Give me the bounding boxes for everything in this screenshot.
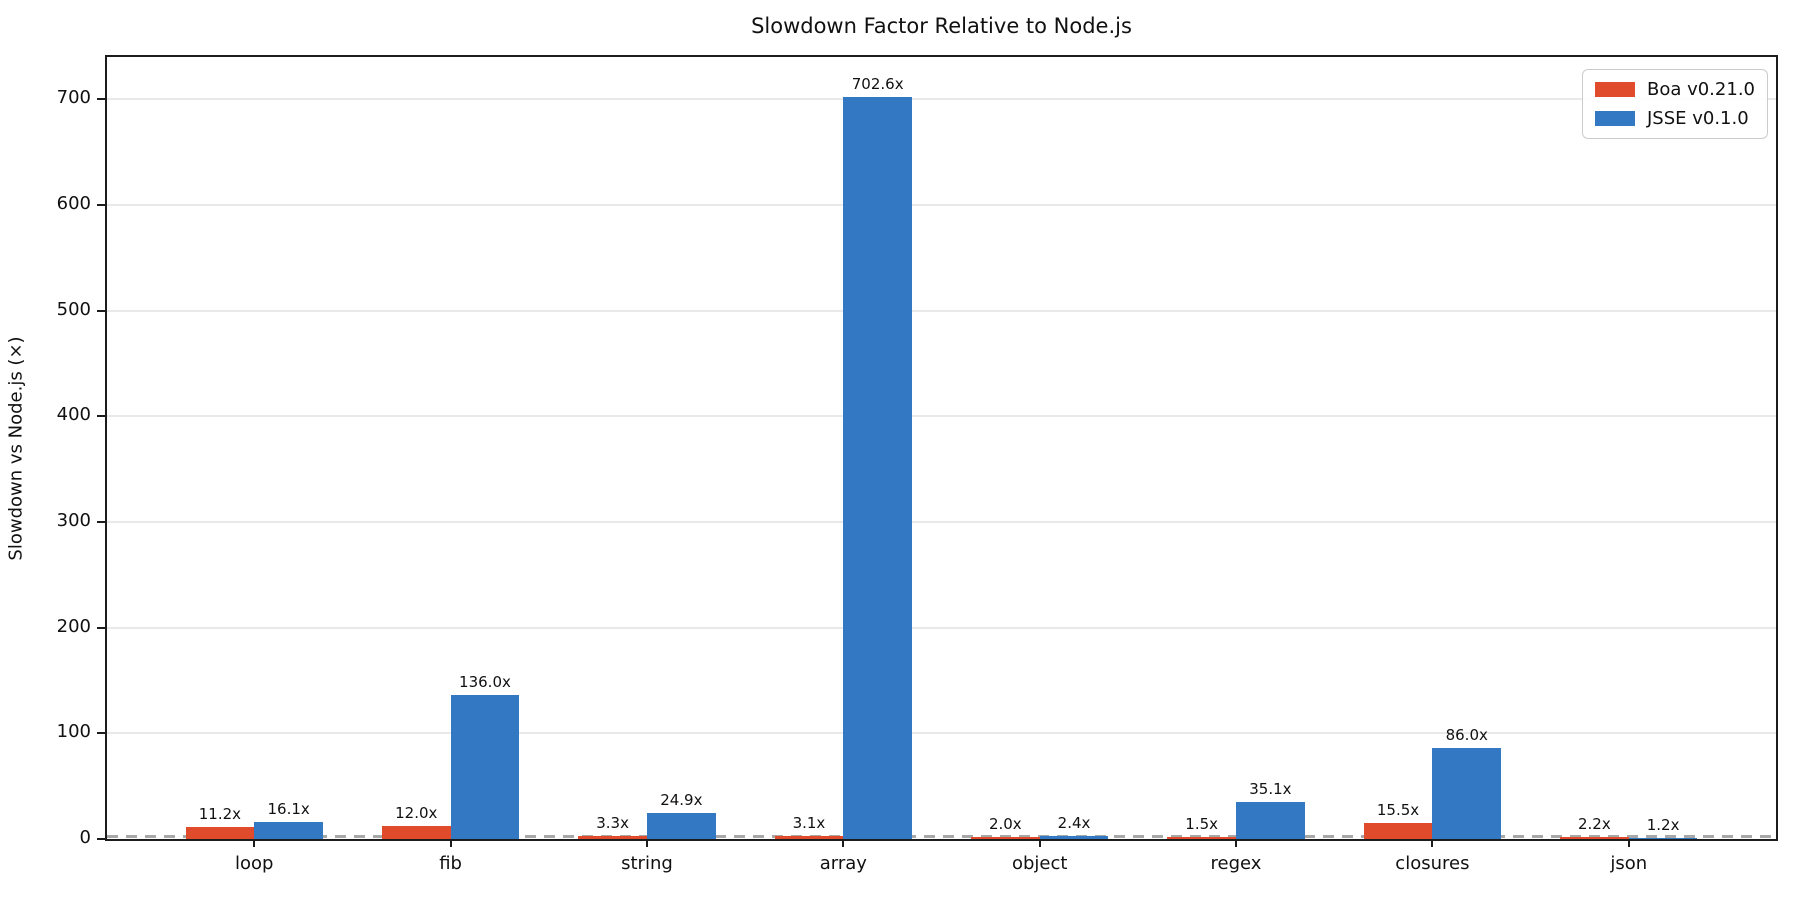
plot-area: Boa v0.21.0 JSSE v0.1.0 11.2x 16.1x 12.0x 1… (105, 55, 1778, 841)
x-tick-mark-regex (1235, 840, 1238, 847)
y-tick-mark-700 (97, 98, 105, 101)
x-tick-mark-closures (1431, 840, 1434, 847)
x-tick-mark-object (1038, 840, 1041, 847)
y-tick-label-100: 100 (56, 721, 91, 743)
bar-boa-loop (185, 827, 255, 839)
x-tick-label-regex: regex (1210, 853, 1262, 874)
bar-value-label-boa-closures: 15.5x (1376, 800, 1420, 819)
bar-value-label-jsse-object: 2.4x (1057, 814, 1091, 833)
y-tick-mark-300 (97, 520, 105, 523)
bar-value-label-jsse-loop: 16.1x (267, 800, 310, 818)
y-tick-mark-600 (97, 203, 105, 206)
y-tick-mark-200 (97, 626, 105, 629)
y-tick-label-600: 600 (56, 192, 91, 214)
y-tick-label-700: 700 (56, 87, 91, 109)
legend-swatch-boa (1594, 82, 1635, 97)
legend-label-jsse: JSSE v0.1.0 (1646, 108, 1749, 129)
bar-boa-array (774, 835, 844, 839)
bar-value-label-boa-string: 3.3x (596, 813, 629, 832)
bar-value-label-jsse-regex: 35.1x (1249, 779, 1292, 798)
bar-boa-regex (1167, 837, 1237, 839)
x-tick-label-array: array (819, 853, 867, 874)
bar-boa-string (578, 835, 647, 839)
y-tick-mark-100 (97, 732, 105, 735)
bar-value-label-jsse-fib: 136.0x (459, 673, 511, 692)
bar-value-label-jsse-string: 24.9x (660, 790, 703, 809)
x-tick-label-loop: loop (235, 853, 274, 874)
y-axis-label: Slowdown vs Node.js (×) (5, 336, 27, 561)
legend-entry-boa: Boa v0.21.0 (1594, 79, 1755, 100)
x-tick-label-object: object (1011, 853, 1068, 874)
bar-value-label-boa-array: 3.1x (792, 813, 826, 832)
y-tick-label-400: 400 (56, 404, 91, 426)
y-tick-label-500: 500 (56, 298, 91, 320)
x-tick-mark-fib (449, 840, 452, 847)
bar-jsse-regex (1236, 801, 1305, 839)
x-tick-mark-string (645, 840, 648, 847)
gridline-y-200 (107, 626, 1776, 629)
y-tick-mark-0 (97, 838, 105, 840)
gridline-y-600 (107, 203, 1776, 206)
y-tick-mark-400 (97, 415, 105, 418)
y-tick-mark-500 (97, 309, 105, 312)
bar-value-label-jsse-json: 1.2x (1646, 815, 1680, 834)
bar-boa-fib (381, 826, 451, 839)
x-tick-mark-array (842, 840, 845, 847)
legend-label-boa: Boa v0.21.0 (1646, 79, 1755, 100)
bar-jsse-fib (450, 695, 520, 839)
bar-jsse-json (1628, 837, 1698, 839)
legend-swatch-jsse (1594, 111, 1635, 126)
bar-value-label-jsse-array: 702.6x (851, 74, 904, 93)
bar-value-label-boa-fib: 12.0x (395, 804, 438, 823)
x-tick-label-fib: fib (439, 853, 462, 874)
bar-boa-closures (1363, 822, 1433, 839)
legend: Boa v0.21.0 JSSE v0.1.0 (1581, 69, 1768, 139)
bar-boa-object (970, 836, 1040, 839)
gridline-y-100 (107, 732, 1776, 735)
legend-entry-jsse: JSSE v0.1.0 (1594, 108, 1755, 129)
x-tick-label-string: string (621, 853, 673, 874)
chart-title: Slowdown Factor Relative to Node.js (751, 14, 1132, 38)
bar-value-label-boa-json: 2.2x (1577, 814, 1611, 833)
bar-jsse-object (1039, 836, 1109, 839)
gridline-y-700 (107, 98, 1776, 101)
gridline-y-400 (107, 415, 1776, 418)
x-tick-mark-loop (253, 840, 256, 847)
bar-value-label-boa-loop: 11.2x (198, 805, 242, 824)
gridline-y-500 (107, 309, 1776, 312)
y-tick-label-300: 300 (56, 509, 91, 531)
bar-jsse-array (843, 96, 913, 839)
y-tick-label-0: 0 (79, 827, 91, 848)
x-tick-label-json: json (1610, 853, 1648, 874)
bar-value-label-boa-object: 2.0x (988, 814, 1022, 833)
x-tick-label-closures: closures (1395, 853, 1470, 874)
bar-boa-json (1560, 836, 1629, 839)
bar-jsse-closures (1432, 748, 1502, 839)
bar-jsse-loop (254, 822, 323, 839)
node-baseline-reference-line (107, 835, 1776, 838)
gridline-y-300 (107, 520, 1776, 523)
bar-value-label-jsse-closures: 86.0x (1445, 726, 1488, 745)
x-tick-mark-json (1627, 840, 1630, 847)
bar-jsse-string (646, 812, 716, 839)
bar-value-label-boa-regex: 1.5x (1185, 815, 1219, 834)
y-tick-label-200: 200 (56, 615, 91, 637)
